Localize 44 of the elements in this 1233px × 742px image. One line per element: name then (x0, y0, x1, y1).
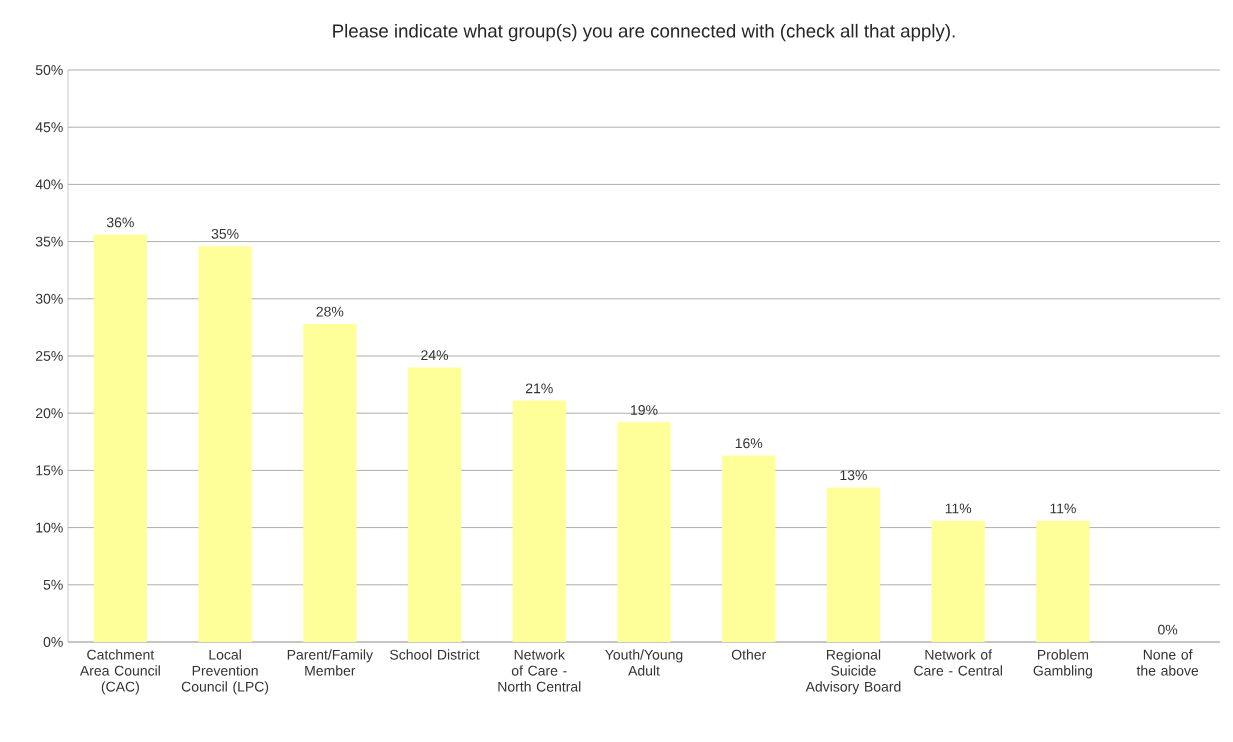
data-label: 36% (106, 217, 134, 228)
x-tick-label: Network of Care - Central (914, 649, 1002, 676)
x-tick-label: Youth/Young Adult (605, 649, 683, 676)
y-tick-label: 15% (36, 465, 63, 476)
y-tick-label: 30% (35, 293, 63, 304)
data-label: 0% (1158, 624, 1178, 635)
y-tick-label: 35% (35, 236, 63, 247)
data-label: 21% (525, 383, 553, 394)
x-tick-label: None of the above (1136, 649, 1199, 676)
bar (407, 367, 462, 642)
y-tick-label: 5% (43, 579, 63, 590)
data-label: 28% (316, 306, 344, 317)
data-label: 35% (211, 228, 239, 239)
bar (93, 234, 148, 642)
y-tick-label: 0% (43, 637, 63, 647)
x-tick-label: Regional Suicide Advisory Board (805, 649, 901, 695)
bar (617, 422, 671, 642)
bar (303, 323, 357, 642)
x-tick-label: Network of Care - North Central (498, 649, 581, 692)
data-label: 11% (1050, 503, 1076, 514)
x-tick-label: Local Prevention Council (LPC) (181, 649, 269, 695)
y-tick-label: 20% (35, 408, 63, 419)
bar (722, 455, 776, 642)
data-label: 13% (840, 470, 867, 481)
x-tick-label: Catchment Area Council (CAC) (79, 649, 160, 695)
x-tick-label: Other (731, 649, 767, 660)
x-tick-label: School District (390, 649, 480, 660)
x-tick-label: Problem Gambling (1033, 649, 1092, 679)
y-tick-label: 10% (36, 522, 63, 533)
bar (931, 520, 985, 642)
bar (826, 487, 881, 642)
data-label: 16% (735, 438, 763, 449)
bar (512, 400, 566, 642)
data-label: 11% (945, 503, 972, 514)
x-tick-label: Parent/Family Member (287, 649, 373, 676)
y-tick-label: 25% (35, 351, 63, 361)
y-tick-label: 50% (35, 65, 63, 75)
data-label: 19% (631, 405, 658, 415)
y-tick-label: 40% (35, 179, 63, 190)
bar (198, 246, 252, 642)
data-label: 24% (421, 350, 449, 361)
y-tick-label: 45% (35, 122, 63, 133)
chart-title: Please indicate what group(s) you are connected with (check all that apply). (333, 23, 955, 42)
bar (1036, 520, 1090, 642)
